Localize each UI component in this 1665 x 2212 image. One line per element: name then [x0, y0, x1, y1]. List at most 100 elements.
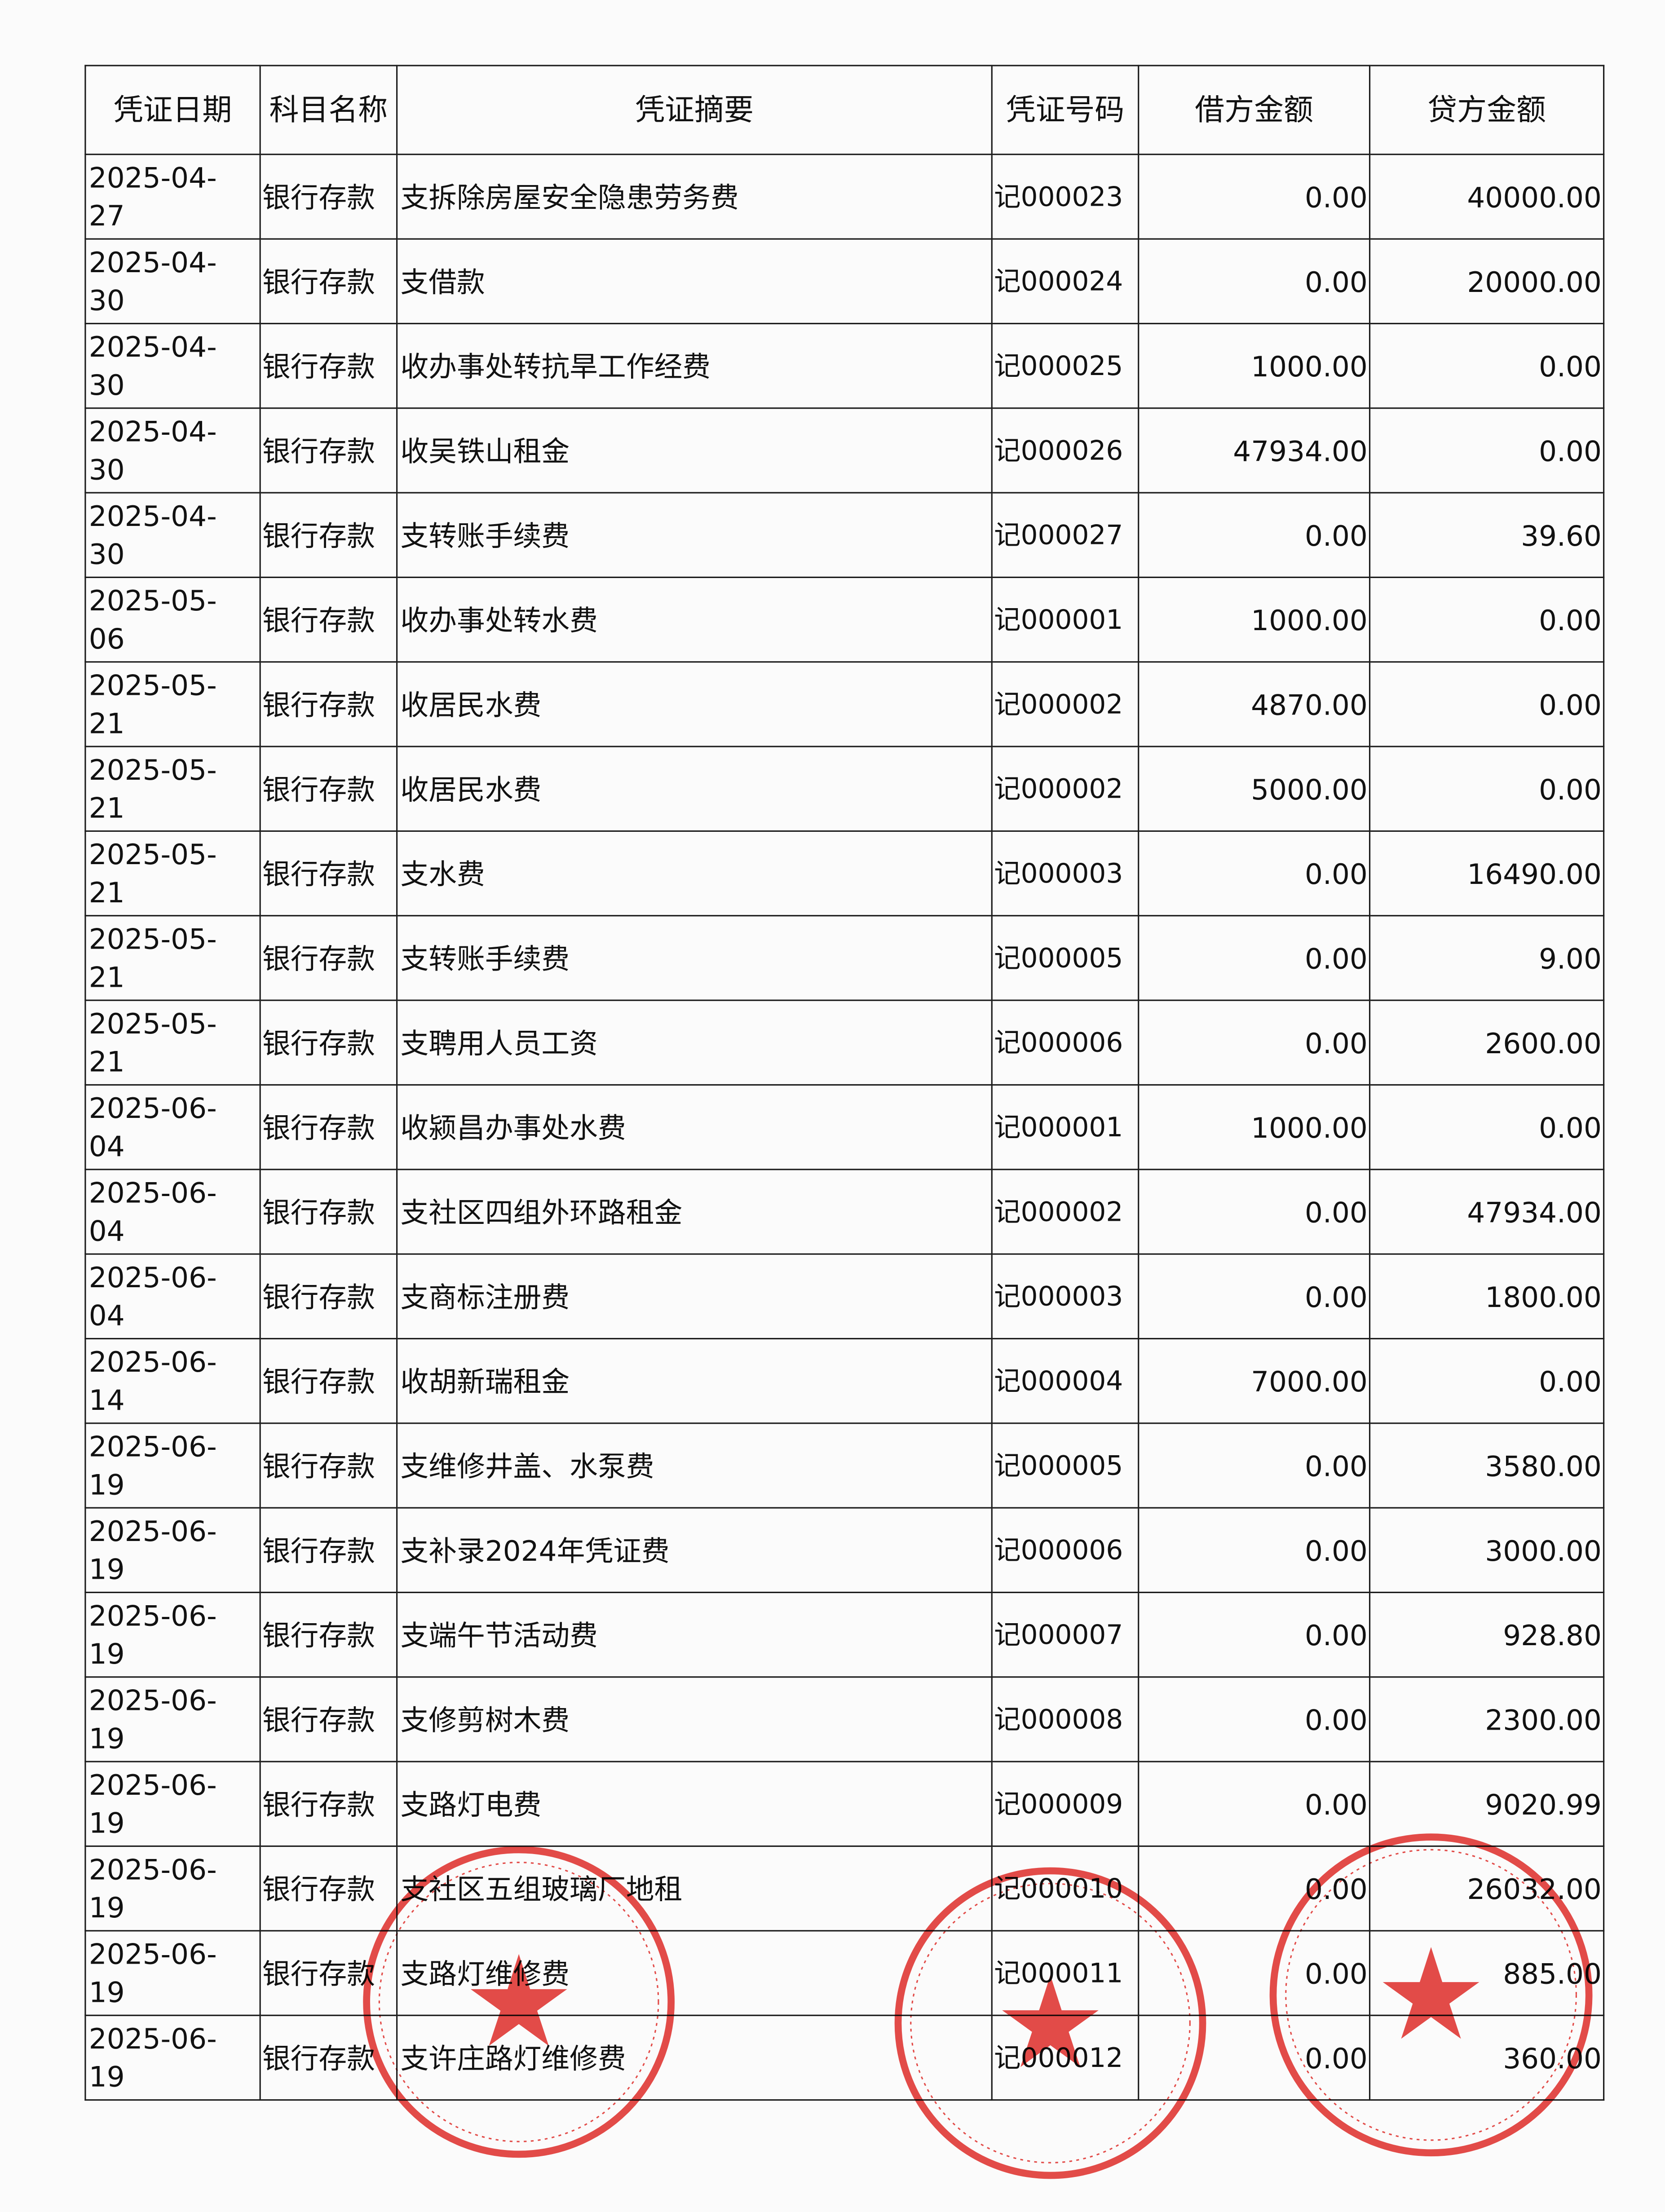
- cell-date: 2025-06- 19: [84, 1845, 261, 1932]
- table-row: 2025-06- 04 银行存款 收颍昌办事处水费 记000001 1000.00 0.00: [84, 1084, 1605, 1170]
- cell-summary: 支修剪树木费: [396, 1676, 993, 1762]
- cell-date: 2025-05- 21: [84, 830, 261, 917]
- cell-credit: 39.60: [1369, 492, 1605, 578]
- cell-account: 银行存款: [259, 1845, 398, 1932]
- cell-debit: 1000.00: [1138, 576, 1371, 663]
- cell-summary: 支路灯维修费: [396, 1930, 993, 2016]
- cell-credit: 0.00: [1369, 1084, 1605, 1170]
- cell-date: 2025-05- 06: [84, 576, 261, 663]
- cell-voucher: 记000006: [991, 999, 1139, 1086]
- cell-voucher: 记000008: [991, 1676, 1139, 1762]
- cell-credit: 0.00: [1369, 407, 1605, 494]
- cell-voucher: 记000009: [991, 1761, 1139, 1847]
- cell-debit: 0.00: [1138, 1761, 1371, 1847]
- cell-debit: 0.00: [1138, 915, 1371, 1001]
- cell-debit: 0.00: [1138, 1845, 1371, 1932]
- cell-debit: 4870.00: [1138, 661, 1371, 747]
- cell-account: 银行存款: [259, 1507, 398, 1594]
- cell-account: 银行存款: [259, 661, 398, 747]
- header-credit: 贷方金额: [1369, 65, 1605, 155]
- cell-debit: 0.00: [1138, 154, 1371, 240]
- cell-credit: 885.00: [1369, 1930, 1605, 2016]
- cell-debit: 0.00: [1138, 999, 1371, 1086]
- cell-credit: 2600.00: [1369, 999, 1605, 1086]
- cell-summary: 支转账手续费: [396, 915, 993, 1001]
- cell-account: 银行存款: [259, 2014, 398, 2101]
- cell-credit: 40000.00: [1369, 154, 1605, 240]
- cell-voucher: 记000006: [991, 1507, 1139, 1594]
- cell-summary: 支端午节活动费: [396, 1591, 993, 1678]
- cell-summary: 支许庄路灯维修费: [396, 2014, 993, 2101]
- cell-summary: 收居民水费: [396, 746, 993, 832]
- cell-date: 2025-06- 19: [84, 1422, 261, 1509]
- cell-debit: 7000.00: [1138, 1338, 1371, 1424]
- table-row: 2025-06- 04 银行存款 支社区四组外环路租金 记000002 0.00 47934…: [84, 1169, 1605, 1255]
- cell-voucher: 记000002: [991, 1169, 1139, 1255]
- cell-credit: 0.00: [1369, 1338, 1605, 1424]
- cell-date: 2025-04- 30: [84, 407, 261, 494]
- table-row: 2025-04- 30 银行存款 支转账手续费 记000027 0.00 39.60: [84, 492, 1605, 578]
- cell-credit: 9020.99: [1369, 1761, 1605, 1847]
- cell-credit: 0.00: [1369, 746, 1605, 832]
- cell-summary: 收办事处转水费: [396, 576, 993, 663]
- cell-credit: 9.00: [1369, 915, 1605, 1001]
- cell-voucher: 记000005: [991, 915, 1139, 1001]
- cell-summary: 支社区五组玻璃厂地租: [396, 1845, 993, 1932]
- cell-debit: 0.00: [1138, 2014, 1371, 2101]
- cell-voucher: 记000004: [991, 1338, 1139, 1424]
- cell-debit: 0.00: [1138, 1253, 1371, 1340]
- cell-voucher: 记000026: [991, 407, 1139, 494]
- cell-date: 2025-06- 19: [84, 1507, 261, 1594]
- cell-date: 2025-06- 04: [84, 1169, 261, 1255]
- cell-credit: 26032.00: [1369, 1845, 1605, 1932]
- cell-voucher: 记000010: [991, 1845, 1139, 1932]
- cell-credit: 0.00: [1369, 576, 1605, 663]
- cell-date: 2025-06- 19: [84, 1930, 261, 2016]
- cell-date: 2025-04- 30: [84, 492, 261, 578]
- cell-summary: 支水费: [396, 830, 993, 917]
- cell-credit: 47934.00: [1369, 1169, 1605, 1255]
- cell-date: 2025-06- 14: [84, 1338, 261, 1424]
- cell-credit: 16490.00: [1369, 830, 1605, 917]
- cell-date: 2025-06- 19: [84, 2014, 261, 2101]
- cell-summary: 支维修井盖、水泵费: [396, 1422, 993, 1509]
- table-row: 2025-05- 21 银行存款 支转账手续费 记000005 0.00 9.00: [84, 915, 1605, 1001]
- cell-voucher: 记000001: [991, 1084, 1139, 1170]
- cell-date: 2025-06- 04: [84, 1253, 261, 1340]
- cell-account: 银行存款: [259, 576, 398, 663]
- header-row: 凭证日期 科目名称 凭证摘要 凭证号码 借方金额 贷方金额: [84, 65, 1605, 155]
- cell-account: 银行存款: [259, 1084, 398, 1170]
- cell-date: 2025-06- 19: [84, 1761, 261, 1847]
- cell-summary: 收胡新瑞租金: [396, 1338, 993, 1424]
- cell-summary: 支补录2024年凭证费: [396, 1507, 993, 1594]
- cell-debit: 0.00: [1138, 1422, 1371, 1509]
- cell-summary: 支借款: [396, 238, 993, 324]
- table-row: 2025-05- 21 银行存款 收居民水费 记000002 5000.00 0.00: [84, 746, 1605, 832]
- cell-summary: 收吴铁山租金: [396, 407, 993, 494]
- cell-debit: 1000.00: [1138, 322, 1371, 409]
- table-row: 2025-06- 19 银行存款 支许庄路灯维修费 记000012 0.00 360.00: [84, 2014, 1605, 2101]
- cell-voucher: 记000023: [991, 154, 1139, 240]
- table-row: 2025-06- 19 银行存款 支社区五组玻璃厂地租 记000010 0.00 26032…: [84, 1845, 1605, 1932]
- cell-voucher: 记000025: [991, 322, 1139, 409]
- table-row: 2025-06- 19 银行存款 支路灯电费 记000009 0.00 9020.99: [84, 1761, 1605, 1847]
- table-row: 2025-06- 19 银行存款 支维修井盖、水泵费 记000005 0.00 3580.0…: [84, 1422, 1605, 1509]
- cell-account: 银行存款: [259, 1676, 398, 1762]
- header-account: 科目名称: [259, 65, 398, 155]
- header-voucher-no: 凭证号码: [991, 65, 1139, 155]
- header-date: 凭证日期: [84, 65, 261, 155]
- cell-account: 银行存款: [259, 1591, 398, 1678]
- cell-date: 2025-05- 21: [84, 915, 261, 1001]
- cell-account: 银行存款: [259, 1253, 398, 1340]
- cell-credit: 3000.00: [1369, 1507, 1605, 1594]
- cell-date: 2025-06- 04: [84, 1084, 261, 1170]
- cell-account: 银行存款: [259, 999, 398, 1086]
- table-row: 2025-04- 27 银行存款 支拆除房屋安全隐患劳务费 记000023 0.00 400…: [84, 154, 1605, 240]
- cell-account: 银行存款: [259, 1422, 398, 1509]
- cell-date: 2025-06- 19: [84, 1591, 261, 1678]
- cell-date: 2025-05- 21: [84, 999, 261, 1086]
- cell-voucher: 记000002: [991, 746, 1139, 832]
- cell-date: 2025-04- 27: [84, 154, 261, 240]
- cell-account: 银行存款: [259, 154, 398, 240]
- cell-account: 银行存款: [259, 1761, 398, 1847]
